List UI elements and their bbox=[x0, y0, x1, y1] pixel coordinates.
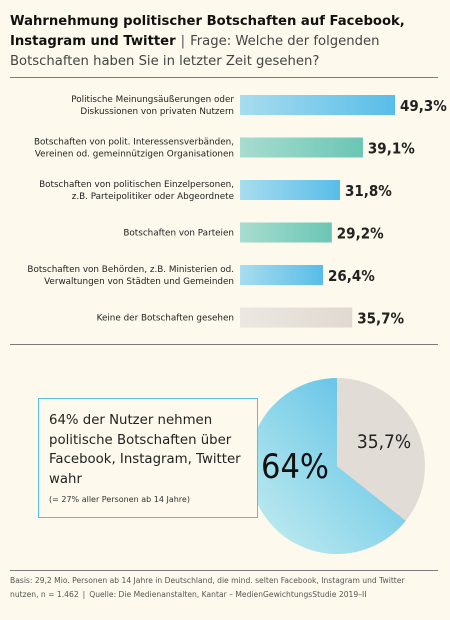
bar-chart: 49,3% Politische Meinungsäußerungen oder D… bbox=[27, 95, 447, 328]
bar-value-1: 39,1% bbox=[368, 140, 415, 158]
top-rule bbox=[10, 77, 438, 78]
bar-label-0-1: Diskussionen von privaten Nutzern bbox=[80, 107, 234, 117]
bar-1 bbox=[240, 137, 363, 158]
pie-slice-none bbox=[337, 378, 425, 521]
pie-slice-users bbox=[249, 378, 406, 554]
bar-2 bbox=[240, 180, 340, 200]
footer-source: Quelle: Die Medienanstalten, Kantar – Me… bbox=[89, 590, 367, 599]
bar-4 bbox=[240, 265, 324, 285]
bar-value-2: 31,8% bbox=[345, 182, 392, 200]
bottom-rule bbox=[10, 570, 438, 571]
summary-panel: 64% der Nutzer nehmen politische Botscha… bbox=[38, 398, 258, 518]
bar-5 bbox=[240, 307, 353, 328]
title-separator: | bbox=[180, 34, 186, 49]
bar-label-2-1: z.B. Parteipolitiker oder Abgeordnete bbox=[72, 192, 234, 202]
summary-headline: 64% der Nutzer nehmen politische Botscha… bbox=[49, 413, 241, 487]
bar-0 bbox=[240, 95, 395, 115]
bar-label-1-1: Vereinen od. gemeinnützigen Organisation… bbox=[35, 150, 234, 160]
bar-label-1-0: Botschaften von polit. Interessensverbän… bbox=[34, 138, 234, 148]
survey-question: Frage: Welche der folgenden Botschaften … bbox=[10, 34, 380, 69]
bars-layer: 49,3% Politische Meinungsäußerungen oder D… bbox=[27, 95, 447, 328]
pie-label-users: 64% bbox=[261, 447, 329, 487]
bar-value-5: 35,7% bbox=[357, 310, 404, 328]
pie-label-none: 35,7% bbox=[357, 431, 411, 453]
bar-label-4-0: Botschaften von Behörden, z.B. Ministeri… bbox=[27, 265, 234, 275]
bar-value-4: 26,4% bbox=[328, 267, 375, 285]
footer-separator: | bbox=[82, 590, 86, 599]
middle-rule bbox=[10, 344, 438, 345]
bar-value-0: 49,3% bbox=[400, 97, 447, 115]
summary-note: (= 27% aller Personen ab 14 Jahre) bbox=[49, 495, 190, 504]
footer-basis: Basis: 29,2 Mio. Personen ab 14 Jahre in… bbox=[10, 576, 405, 599]
title-main: Wahrnehmung politischer Botschaften auf … bbox=[10, 14, 405, 49]
footer: Basis: 29,2 Mio. Personen ab 14 Jahre in… bbox=[10, 574, 435, 602]
bar-label-5-0: Keine der Botschaften gesehen bbox=[97, 314, 234, 324]
bar-3 bbox=[240, 222, 332, 243]
bar-label-3-0: Botschaften von Parteien bbox=[123, 229, 234, 239]
chart-title: Wahrnehmung politischer Botschaften auf … bbox=[10, 12, 435, 72]
pie-chart: 64% 35,7% bbox=[249, 378, 425, 554]
bar-label-0-0: Politische Meinungsäußerungen oder bbox=[71, 95, 234, 105]
bar-label-2-0: Botschaften von politischen Einzelperson… bbox=[39, 180, 234, 190]
bar-label-4-1: Verwaltungen von Städten und Gemeinden bbox=[44, 277, 234, 287]
bar-value-3: 29,2% bbox=[337, 225, 384, 243]
